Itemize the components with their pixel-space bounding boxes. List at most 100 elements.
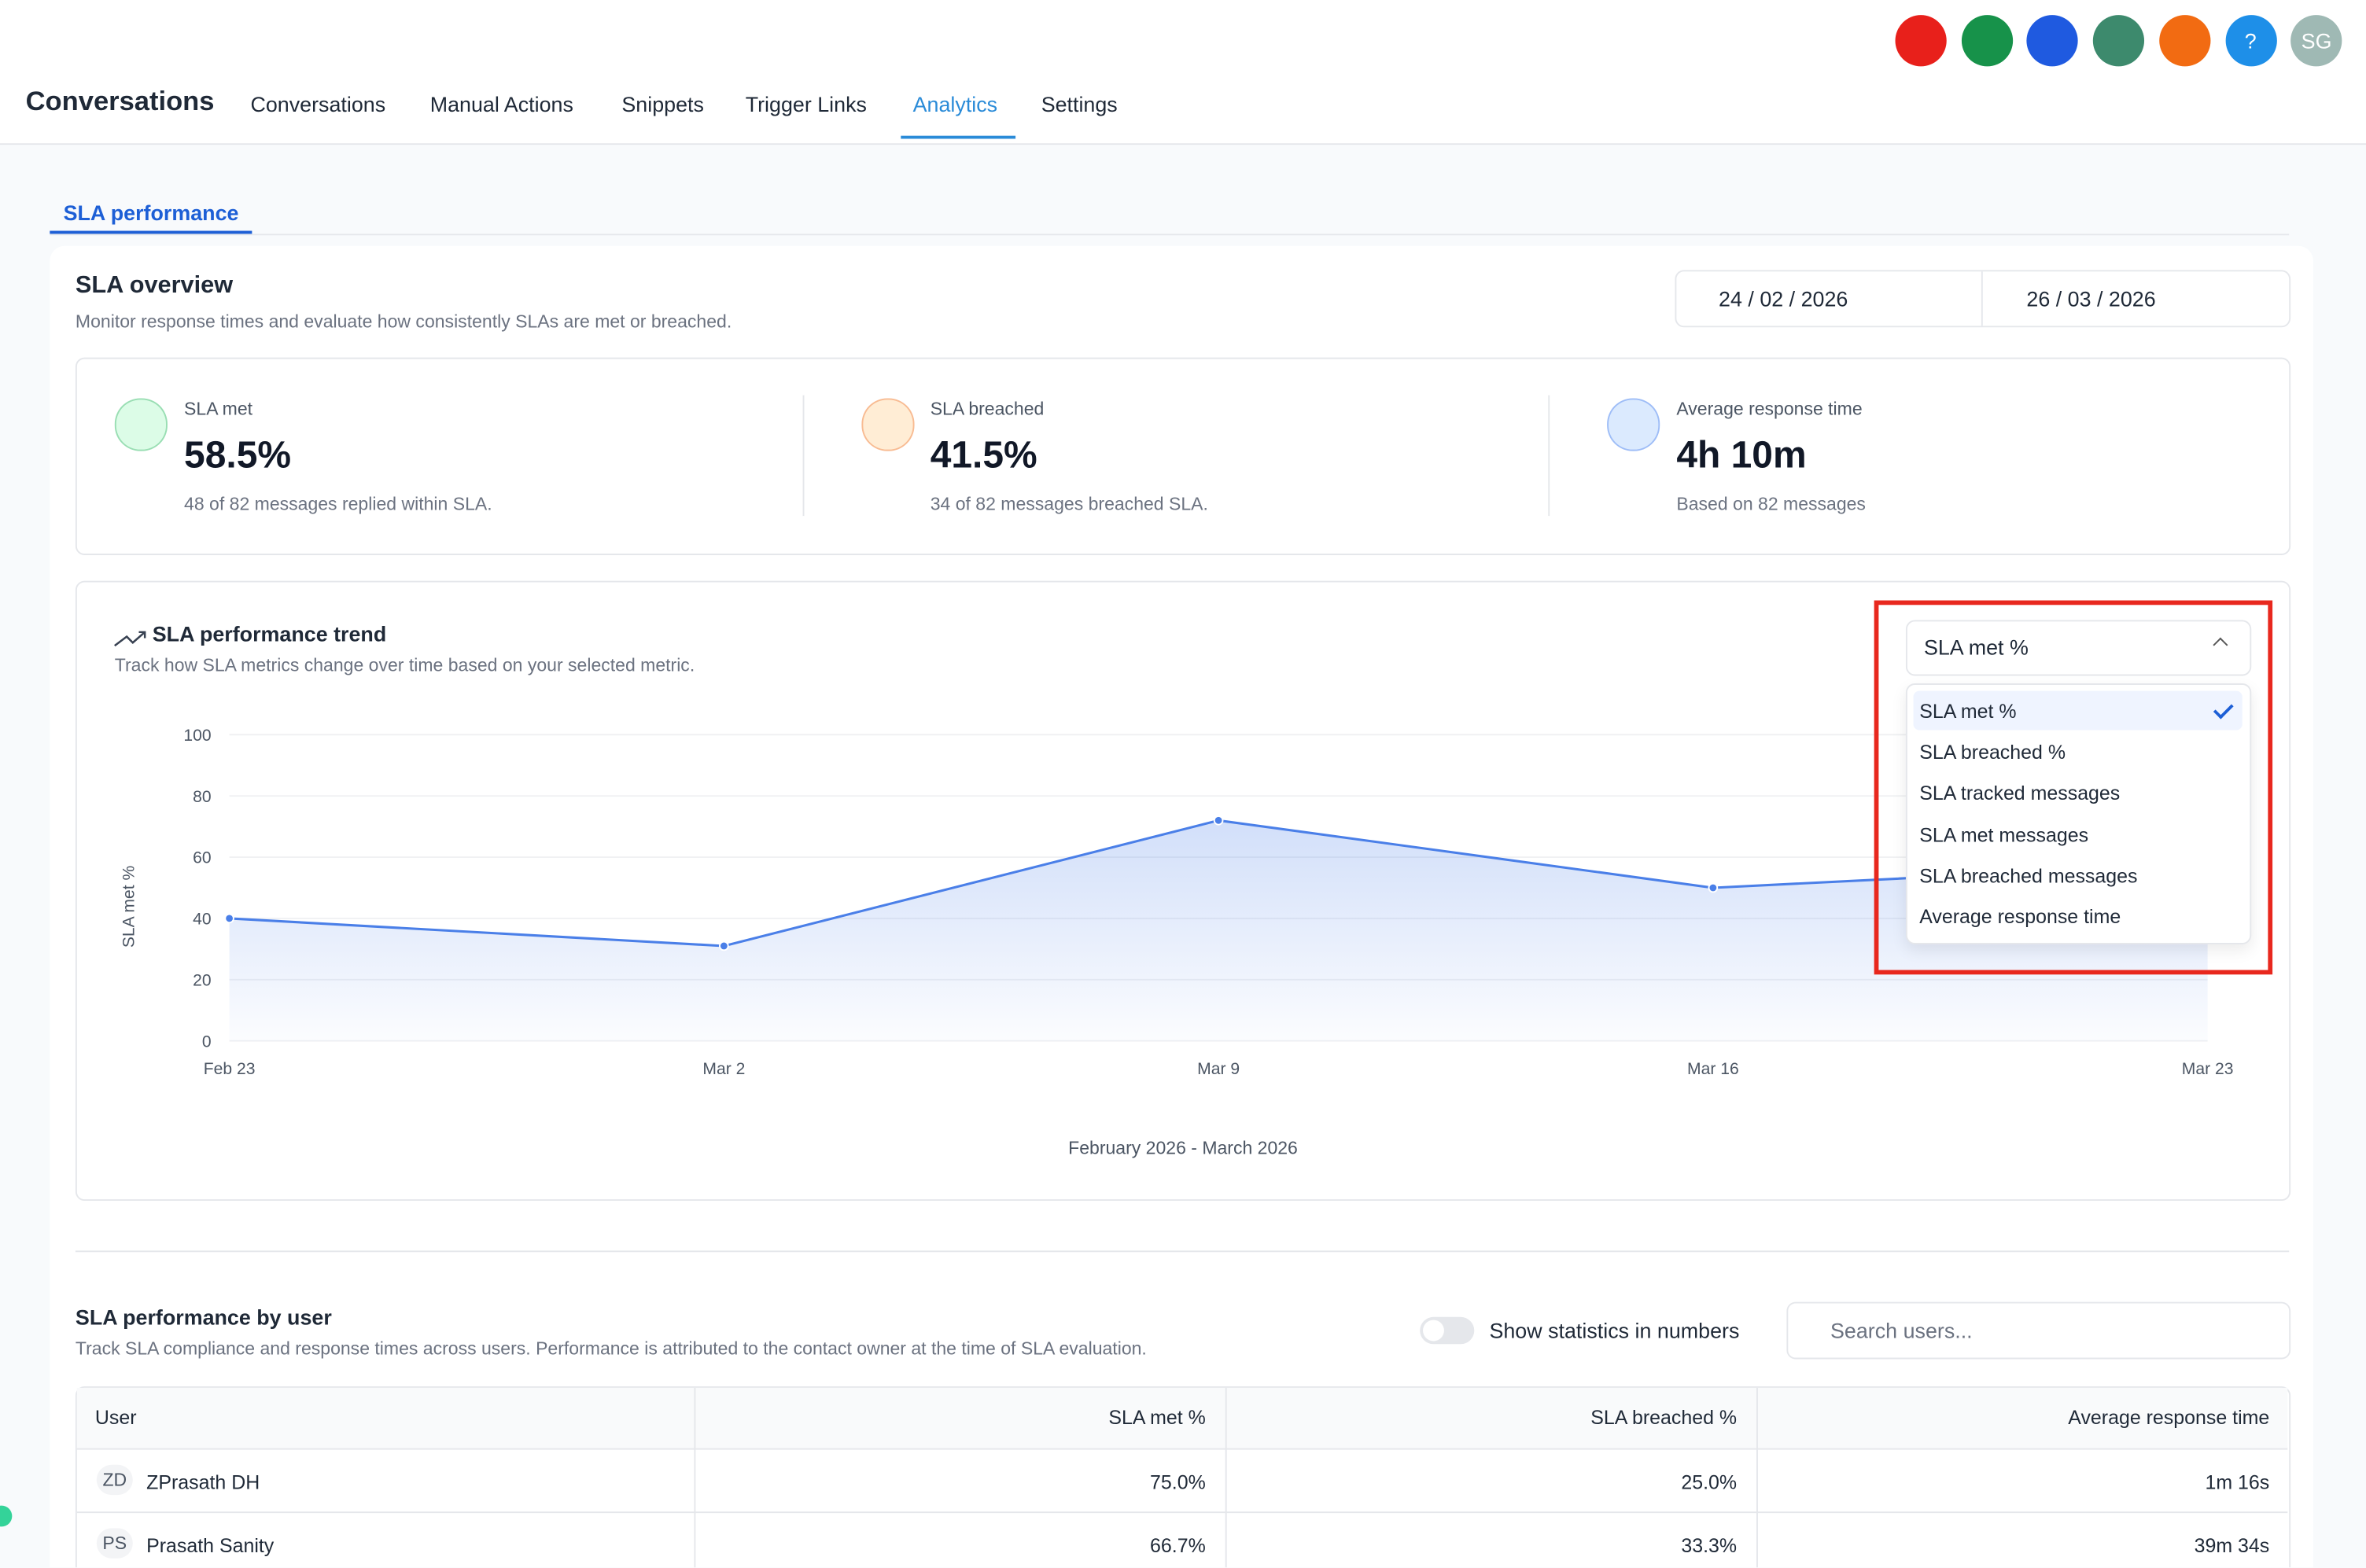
header-icon[interactable] (2093, 15, 2145, 67)
card-icon (1607, 398, 1660, 451)
card-icon (114, 398, 168, 451)
x-tick-label: Mar 9 (1197, 1060, 1240, 1078)
row-divider (76, 1511, 2288, 1514)
column-header[interactable]: SLA breached % (1590, 1405, 1738, 1429)
search-placeholder[interactable]: Search users... (1830, 1318, 1973, 1343)
toggle[interactable] (1420, 1316, 1475, 1345)
active-underline (901, 135, 1016, 139)
header-icon[interactable] (2027, 15, 2079, 67)
metric-option[interactable]: SLA breached % (1919, 741, 2066, 764)
app-title: Conversations (25, 86, 215, 116)
user-initials: ZD (96, 1464, 133, 1496)
metric-option[interactable]: SLA breached messages (1919, 863, 2138, 887)
card-divider (802, 395, 804, 517)
subtab[interactable]: SLA performance (50, 201, 252, 234)
date-divider (1981, 271, 1983, 326)
y-tick-label: 0 (202, 1032, 212, 1051)
x-tick-label: Mar 23 (2182, 1060, 2234, 1078)
trend-icon (114, 631, 146, 647)
card-note: Based on 82 messages (1676, 493, 1866, 515)
date-to[interactable]: 26 / 03 / 2026 (2026, 286, 2156, 311)
point (1213, 815, 1224, 826)
card-value: 41.5% (930, 434, 1037, 477)
header-icon[interactable] (2158, 15, 2211, 67)
metric-option[interactable]: SLA met messages (1919, 823, 2089, 846)
card-value: 58.5% (184, 434, 292, 477)
nav-tab[interactable]: Manual Actions (429, 92, 573, 116)
card-icon (861, 398, 914, 451)
row-divider (76, 1448, 2288, 1450)
col-divider (1225, 1387, 1227, 1568)
user-name: Prasath Sanity (146, 1534, 275, 1557)
overview-subtitle: Monitor response times and evaluate how … (75, 311, 732, 333)
point (224, 913, 234, 924)
option-highlight (1913, 690, 2243, 731)
card-divider (1548, 395, 1550, 517)
header-icon[interactable] (1895, 15, 1947, 67)
cell: 39m 34s (2194, 1534, 2270, 1557)
highlight-box (1874, 600, 2273, 975)
area (229, 820, 2208, 1041)
nav-tab[interactable]: Snippets (621, 92, 704, 116)
x-tick-label: Feb 23 (204, 1060, 256, 1078)
date-from[interactable]: 24 / 02 / 2026 (1719, 286, 1848, 311)
metric-selected[interactable]: SLA met % (1923, 635, 2029, 660)
user-name: ZPrasath DH (146, 1470, 260, 1494)
column-header[interactable]: User (94, 1405, 137, 1429)
date-range[interactable] (1675, 270, 2291, 328)
x-tick-label: Mar 2 (702, 1060, 745, 1078)
metric-option[interactable]: SLA met % (1919, 700, 2017, 723)
x-tick-label: Mar 16 (1687, 1060, 1739, 1078)
card-note: 34 of 82 messages breached SLA. (930, 493, 1208, 515)
point (719, 940, 729, 951)
card-label: SLA breached (930, 398, 1045, 420)
card-note: 48 of 82 messages replied within SLA. (184, 493, 492, 515)
status-dot (0, 1505, 13, 1527)
nav-tab[interactable]: Trigger Links (745, 92, 867, 116)
cell: 75.0% (1150, 1470, 1206, 1494)
y-tick-label: 80 (193, 788, 211, 806)
users-subtitle: Track SLA compliance and response times … (75, 1338, 1147, 1360)
y-tick-label: 60 (193, 849, 211, 867)
y-axis-label: SLA met % (120, 866, 138, 948)
y-tick-label: 20 (193, 971, 211, 989)
cell: 33.3% (1681, 1534, 1738, 1557)
toggle-label[interactable]: Show statistics in numbers (1489, 1318, 1740, 1343)
cell: 25.0% (1681, 1470, 1738, 1494)
metric-select[interactable] (1905, 620, 2252, 676)
nav-tab[interactable]: Settings (1041, 92, 1118, 116)
trend-title: SLA performance trend (152, 621, 387, 646)
card-label: Average response time (1676, 398, 1863, 420)
y-tick-label: 40 (193, 911, 211, 929)
overview-title: SLA overview (75, 273, 234, 299)
table-header-bg (76, 1387, 2288, 1448)
column-header[interactable]: SLA met % (1108, 1405, 1206, 1429)
metric-option[interactable]: Average response time (1919, 905, 2121, 928)
card-label: SLA met (184, 398, 253, 420)
divider (75, 1250, 2290, 1253)
cell: 66.7% (1150, 1534, 1206, 1557)
trend-subtitle: Track how SLA metrics change over time b… (114, 654, 695, 676)
metric-option[interactable]: SLA tracked messages (1919, 782, 2121, 805)
header-icon[interactable] (1961, 15, 2013, 67)
col-divider (694, 1387, 696, 1568)
cell: 1m 16s (2205, 1470, 2270, 1494)
column-header[interactable]: Average response time (2068, 1405, 2270, 1429)
stat-cards (75, 357, 2291, 555)
point (1708, 882, 1719, 893)
x-axis-label: February 2026 - March 2026 (1068, 1138, 1298, 1158)
nav-tab[interactable]: Analytics (912, 92, 998, 116)
nav-tab[interactable]: Conversations (250, 92, 386, 116)
col-divider (1756, 1387, 1758, 1568)
users-title: SLA performance by user (75, 1305, 332, 1330)
user-initials: PS (96, 1528, 133, 1559)
header-icon[interactable]: SG (2290, 15, 2342, 67)
card-value: 4h 10m (1676, 434, 1807, 477)
search-box[interactable] (1786, 1301, 2291, 1360)
y-tick-label: 100 (183, 727, 211, 745)
header-icon[interactable]: ? (2224, 15, 2276, 67)
subtab-bar (50, 143, 2290, 236)
